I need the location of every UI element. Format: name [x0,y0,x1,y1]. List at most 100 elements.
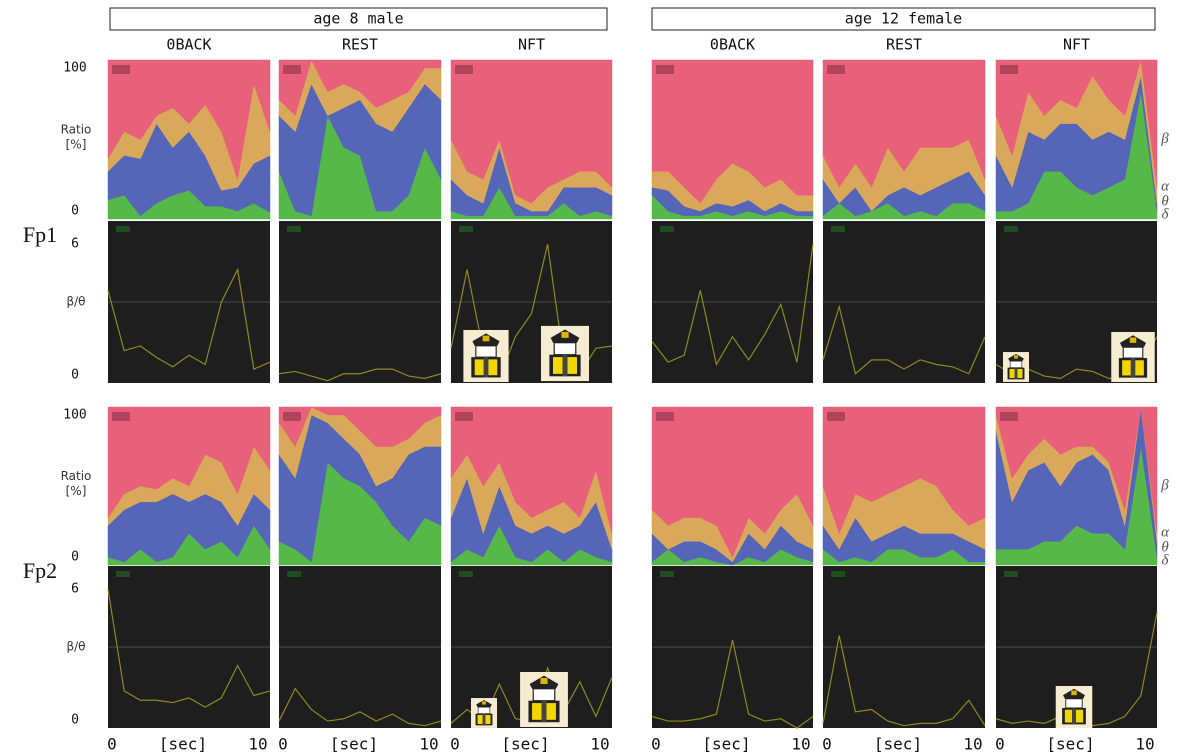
band-area [822,406,986,535]
condition-label: 0BACK [166,36,211,54]
mascot-icon [541,325,589,382]
y-axis-label: β/θ [66,295,85,309]
x-axis-label: [sec] [159,735,207,754]
x-axis-label: [sec] [702,735,750,754]
mascot-icon [1111,332,1155,382]
y-tick-label: 6 [71,237,79,252]
label-chip [287,571,301,577]
condition-label: NFT [1063,36,1090,54]
ratio-line [278,687,442,727]
y-tick-label: 100 [63,61,86,76]
legend-label: δ [1162,552,1170,568]
group-box [651,7,1156,31]
mascot-icon [463,330,509,382]
label-chip [827,412,845,421]
band-area [651,406,814,558]
label-chip [455,65,473,74]
x-tick-label: 0 [107,735,117,754]
legend-label: β [1160,131,1169,147]
y-axis-label: [%] [66,484,87,498]
ratio-line [107,589,271,708]
condition-label: NFT [518,36,545,54]
x-tick-label: 0 [995,735,1005,754]
y-axis-label: Ratio [61,469,92,483]
x-axis-label: [sec] [1046,735,1094,754]
label-chip [112,412,130,421]
label-chip [116,226,130,232]
label-chip [455,412,473,421]
mascot-icon [1003,352,1029,382]
channel-label: Fp2 [23,558,57,583]
x-tick-label: 0 [278,735,288,754]
y-tick-label: 0 [71,550,79,565]
x-tick-label: 0 [651,735,661,754]
y-axis-label: Ratio [61,123,92,137]
ratio-line [107,267,271,370]
group-box [109,7,608,31]
label-chip [283,412,301,421]
x-tick-label: 10 [590,735,609,754]
legend-label: α [1161,178,1170,194]
mascot-icon [471,698,497,728]
x-axis-label: [sec] [330,735,378,754]
label-chip [831,226,845,232]
y-tick-label: 0 [71,368,79,383]
x-tick-label: 0 [450,735,460,754]
condition-label: REST [342,36,378,54]
ratio-line [822,304,986,375]
label-chip [1000,412,1018,421]
label-chip [660,226,674,232]
band-area [107,406,271,519]
label-chip [827,65,845,74]
x-tick-label: 10 [963,735,982,754]
x-tick-label: 10 [419,735,438,754]
band-area [822,59,986,188]
label-chip [656,412,674,421]
band-area [278,59,442,117]
band-area [107,59,271,180]
condition-label: REST [886,36,922,54]
y-tick-label: 0 [71,713,79,728]
label-chip [1004,571,1018,577]
label-chip [112,65,130,74]
group-title: age 8 male [313,10,403,28]
ratio-line [651,244,814,367]
x-tick-label: 10 [791,735,810,754]
band-area [450,59,613,204]
ratio-line [278,368,442,382]
x-axis-label: [sec] [874,735,922,754]
band-area [651,59,814,204]
ratio-line [651,639,814,729]
label-chip [287,226,301,232]
label-chip [831,571,845,577]
x-tick-label: 10 [1135,735,1154,754]
x-tick-label: 0 [822,735,832,754]
x-axis-label: [sec] [501,735,549,754]
label-chip [283,65,301,74]
mascot-icon [520,672,568,727]
label-chip [459,226,473,232]
legend-label: β [1160,477,1169,493]
label-chip [1000,65,1018,74]
charts: 0100Ratio[%]δθαβ06β/θ0100Ratio[%]δθαβ06β… [61,59,1170,754]
label-chip [116,571,130,577]
condition-label: 0BACK [710,36,755,54]
label-chip [1004,226,1018,232]
legend-label: θ [1161,539,1169,555]
band-area [450,406,613,534]
y-tick-label: 100 [63,408,86,423]
legend-label: δ [1162,206,1170,222]
legend-label: θ [1161,193,1169,209]
y-axis-label: [%] [66,138,87,152]
label-chip [656,65,674,74]
label-chip [459,571,473,577]
group-title: age 12 female [845,10,962,28]
band-area [995,59,1158,188]
mascot-icon [1055,686,1093,728]
x-tick-label: 10 [248,735,267,754]
ratio-line [822,635,986,727]
y-axis-label: β/θ [66,640,85,654]
band-area [995,406,1158,534]
